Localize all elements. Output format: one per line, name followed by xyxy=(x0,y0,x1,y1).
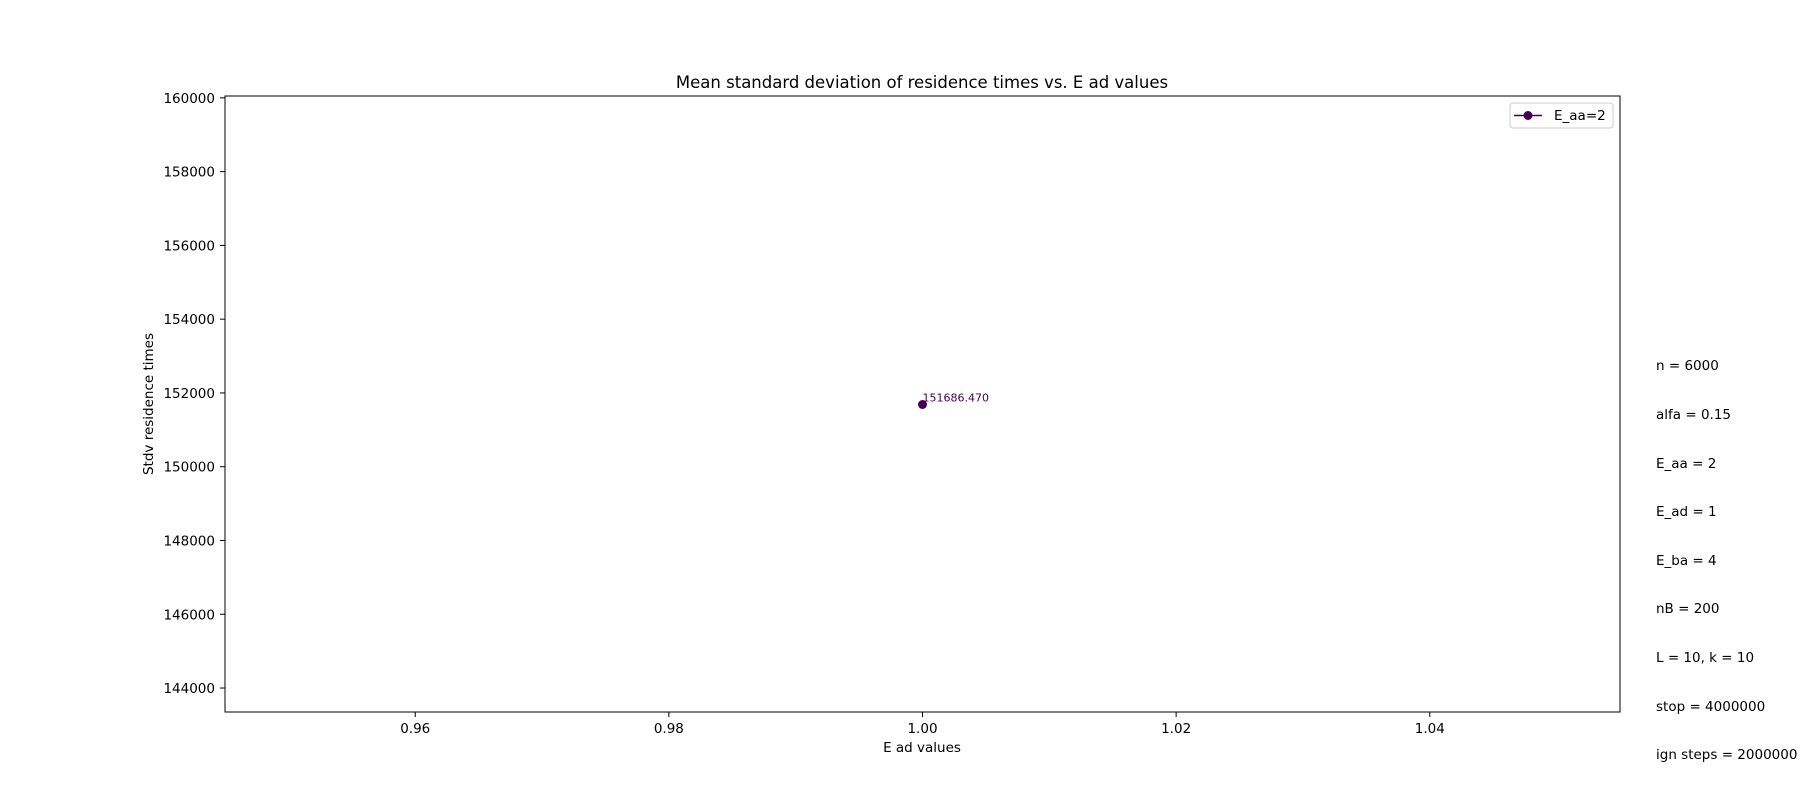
legend-frame xyxy=(1509,102,1614,129)
legend-marker xyxy=(1523,111,1533,120)
x-tick-label: 1.00 xyxy=(907,721,937,737)
param-line: E_aa = 2 xyxy=(1656,455,1717,472)
data-label: 151686.470 xyxy=(923,391,989,404)
y-tick-label: 148000 xyxy=(163,533,215,549)
y-tick-label: 144000 xyxy=(163,681,215,697)
chart-title: Mean standard deviation of residence tim… xyxy=(676,73,1168,92)
x-tick-label: 0.96 xyxy=(400,721,430,737)
y-tick-label: 146000 xyxy=(163,607,215,623)
param-line: ign steps = 2000000 xyxy=(1656,747,1798,764)
param-line: E_ad = 1 xyxy=(1656,504,1717,521)
y-tick-label: 154000 xyxy=(163,312,215,328)
y-axis-label: Stdv residence times xyxy=(141,333,157,475)
legend-entry-label: E_aa=2 xyxy=(1554,108,1606,124)
param-line: n = 6000 xyxy=(1656,358,1719,375)
y-tick-label: 150000 xyxy=(163,460,215,476)
y-tick-label: 160000 xyxy=(163,91,215,107)
x-tick-label: 1.02 xyxy=(1161,721,1191,737)
x-tick-label: 1.04 xyxy=(1415,721,1445,737)
param-line: stop = 4000000 xyxy=(1656,698,1766,715)
param-line: alfa = 0.15 xyxy=(1656,407,1732,424)
param-line: L = 10, k = 10 xyxy=(1656,650,1755,667)
x-tick-label: 0.98 xyxy=(654,721,684,737)
y-axis: 144000 146000 148000 150000 152000 154000 1560… xyxy=(163,91,225,697)
y-tick-label: 158000 xyxy=(163,165,215,181)
parameters-annotation: n = 6000 alfa = 0.15 E_aa = 2 E_ad = 1 E… xyxy=(1656,326,1797,780)
data-point xyxy=(918,399,927,409)
data-layer: 151686.470 xyxy=(918,391,989,409)
x-axis-label: E ad values xyxy=(883,740,961,756)
legend: E_aa=2 xyxy=(1509,102,1614,129)
y-tick-label: 152000 xyxy=(163,386,215,402)
y-tick-label: 156000 xyxy=(163,238,215,254)
param-line: nB = 200 xyxy=(1656,601,1720,618)
param-line: E_ba = 4 xyxy=(1656,552,1717,569)
x-axis: 0.96 0.98 1.00 1.02 1.04 xyxy=(400,712,1445,737)
